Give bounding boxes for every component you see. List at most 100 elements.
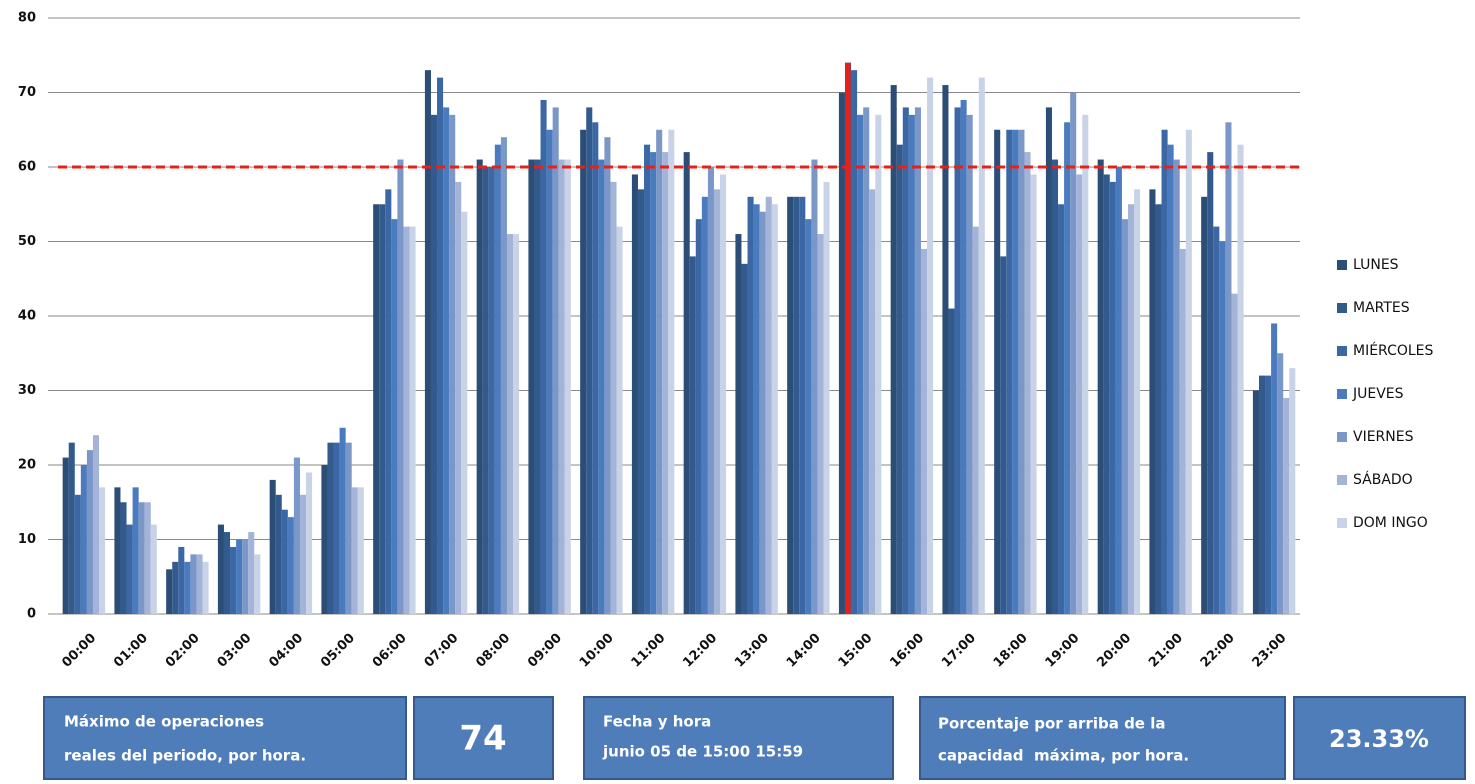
legend-swatch [1337,260,1347,270]
bar [430,114,438,614]
bar [857,114,864,614]
bar [385,189,392,614]
x-tick-label: 22:00 [1198,631,1238,671]
x-tick-label: 09:00 [525,631,565,671]
bar [190,554,197,614]
x-tick-label: 23:00 [1250,631,1290,671]
bar [1076,174,1083,614]
info-box [583,696,894,780]
bar [242,539,249,614]
info-text: Máximo de operaciones [64,713,264,731]
bar [994,129,1001,614]
bar [1097,159,1104,615]
bar [476,159,483,615]
bar [1000,256,1007,614]
bar [373,204,380,614]
bar [662,152,669,614]
percent-value: 23.33% [1329,725,1429,753]
bar [184,561,191,614]
bar [656,129,663,614]
x-tick-label: 03:00 [215,631,255,671]
bar [138,502,145,614]
bar [528,159,535,615]
legend-swatch [1337,518,1347,528]
bar [293,457,300,614]
bar [735,234,742,615]
bar [650,152,657,614]
bar [92,435,100,614]
bar [223,532,231,614]
bar [1045,107,1052,615]
bar [948,308,955,614]
bar [120,502,127,614]
bar [1149,189,1156,614]
legend-label: JUEVES [1352,386,1404,402]
info-box [43,696,407,780]
x-tick-label: 01:00 [111,631,151,671]
bar [500,137,507,614]
bar [166,569,173,614]
bar [972,226,979,614]
bar [379,204,386,614]
x-tick-label: 15:00 [836,631,876,671]
y-tick-label: 10 [18,532,36,547]
bar [409,226,416,614]
y-tick-label: 0 [27,607,36,622]
bar [391,219,398,614]
bar [424,70,431,614]
bar [1252,390,1259,614]
bar [546,129,553,614]
bar [275,494,282,614]
legend-label: DOM INGO [1353,515,1428,531]
y-tick-label: 50 [18,234,36,249]
bar [333,442,340,614]
legend-swatch [1337,389,1347,399]
bar [217,524,224,614]
legend-swatch [1337,475,1347,485]
x-tick-label: 21:00 [1146,631,1186,671]
bar [86,450,93,614]
bar [966,114,973,614]
bar [1219,241,1226,614]
bar [689,256,696,614]
bar [902,107,909,615]
x-tick-label: 12:00 [680,631,720,671]
legend-label: MIÉRCOLES [1353,342,1434,359]
bar [1115,167,1122,614]
bar [80,465,87,614]
bar [150,524,157,614]
bar [863,107,870,615]
bar [306,472,313,614]
bar [960,99,967,614]
y-tick-label: 30 [18,383,36,398]
bar [1283,397,1290,614]
bar [896,144,903,614]
bar [823,181,830,614]
x-tick-label: 07:00 [422,631,462,671]
y-tick-label: 20 [18,458,36,473]
bar [759,211,766,614]
bar [954,107,961,615]
bar [668,129,675,614]
bar [1271,323,1278,614]
bar [771,204,778,614]
bar [631,174,638,614]
x-tick-label: 17:00 [939,631,979,671]
bar [1155,204,1162,614]
bar [461,211,468,614]
bar [230,546,237,614]
bar [695,219,702,614]
bar [132,487,139,614]
y-tick-label: 80 [18,11,36,26]
bar [598,159,605,615]
bar [610,181,617,614]
bar [604,137,611,614]
bar [357,487,364,614]
bar [62,457,69,614]
info-text: Fecha y hora [603,713,711,731]
bar [1185,129,1192,614]
bar [908,114,915,614]
bar [1018,129,1025,614]
